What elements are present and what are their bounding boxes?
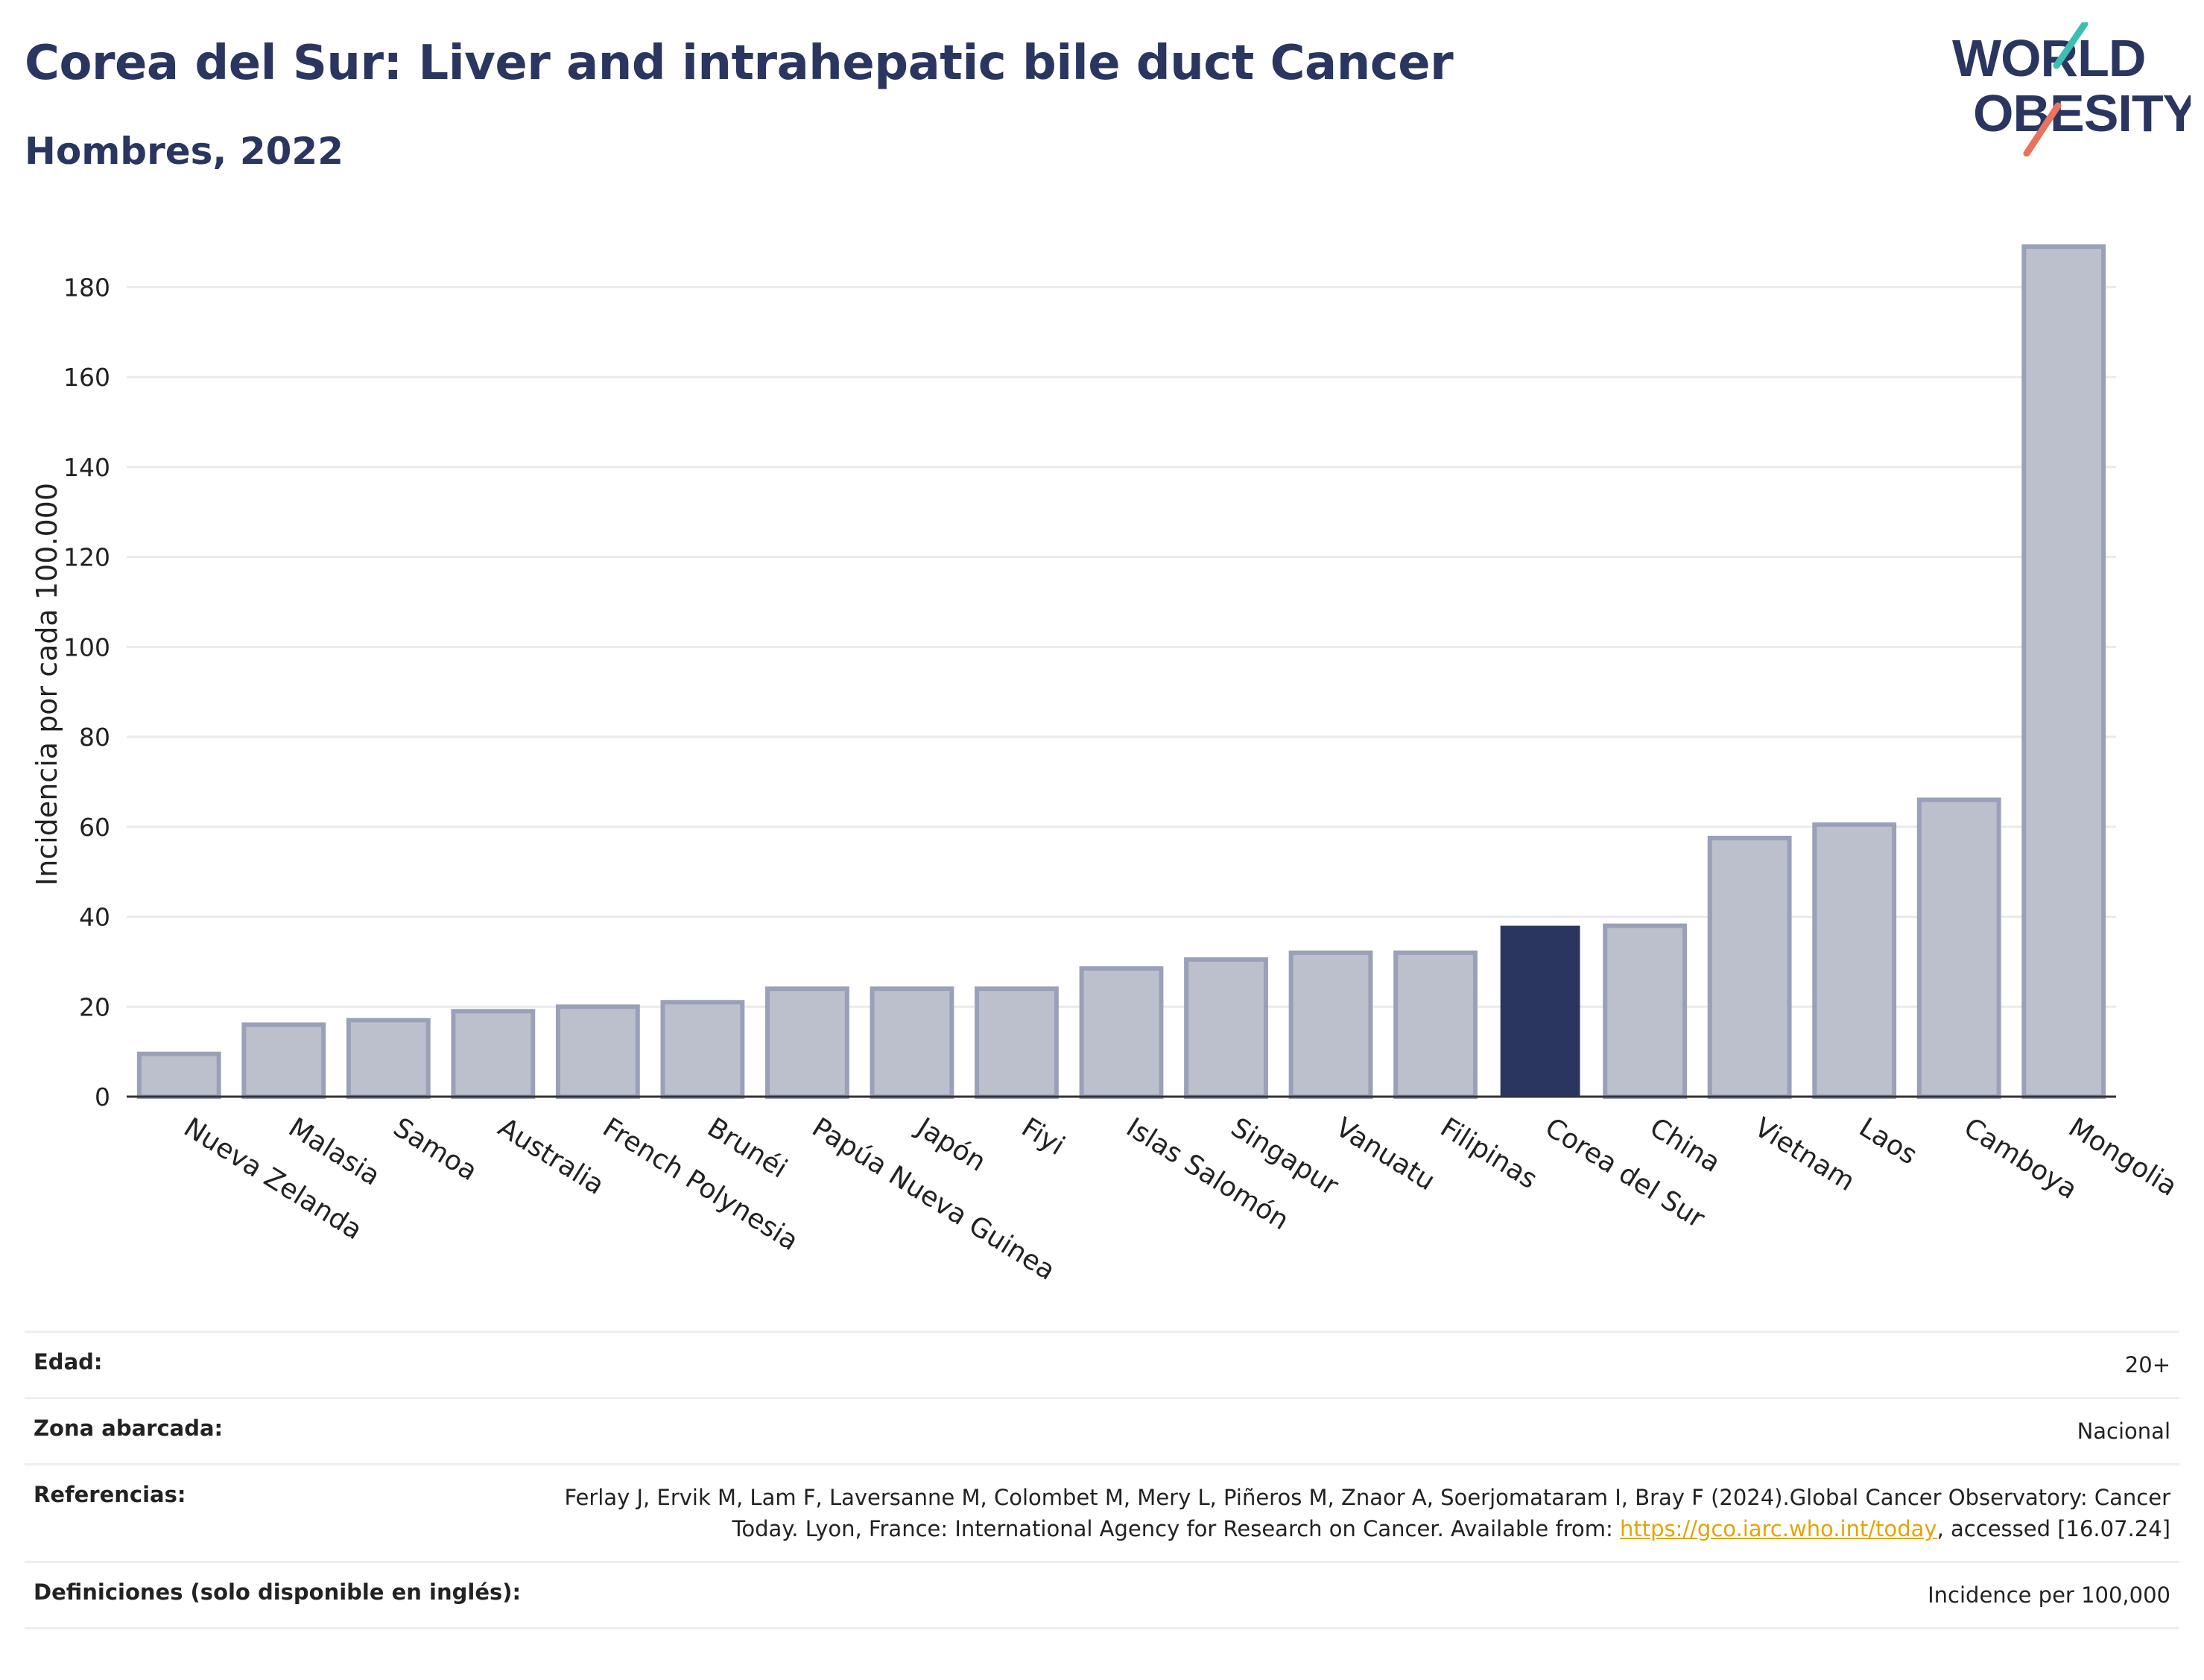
x-tick-label: Vanuatu — [1330, 1112, 1440, 1196]
y-tick-label: 180 — [63, 273, 110, 302]
bar-australia — [451, 1009, 536, 1100]
bars — [136, 244, 2106, 1100]
bar-mongolia — [2021, 244, 2106, 1099]
x-tick-label: Samoa — [388, 1112, 483, 1188]
bar-japón — [870, 986, 954, 1100]
reference-link[interactable]: https://gco.iarc.who.int/today — [1619, 1516, 1937, 1541]
reference-accessed: , accessed [16.07.24] — [1937, 1516, 2170, 1541]
bar-china — [1603, 923, 1688, 1099]
bar-camboya — [1916, 797, 2001, 1099]
bar-fiyi — [975, 986, 1059, 1100]
meta-row-age: Edad: 20+ — [25, 1331, 2179, 1399]
y-tick-label: 120 — [63, 543, 110, 572]
logo-word-2: OBESITY — [1973, 84, 2191, 142]
bar-islas-salomón — [1079, 966, 1164, 1099]
meta-value-age: 20+ — [530, 1331, 2179, 1399]
bar-filipinas — [1393, 950, 1478, 1099]
meta-value-zone: Nacional — [530, 1397, 2179, 1465]
x-tick-label: Australia — [493, 1112, 609, 1201]
y-tick-label: 80 — [79, 723, 110, 752]
meta-label-age: Edad: — [25, 1331, 531, 1399]
bar-samoa — [346, 1018, 431, 1099]
meta-row-references: Referencias: Ferlay J, Ervik M, Lam F, L… — [25, 1463, 2179, 1563]
meta-label-zone: Zona abarcada: — [25, 1397, 531, 1465]
gridlines — [127, 285, 2116, 1008]
x-tick-label: Brunéi — [702, 1112, 792, 1185]
x-tick-label: Filipinas — [1435, 1112, 1542, 1195]
logo-slash-coral — [2023, 102, 2062, 156]
x-tick-label: Vietnam — [1749, 1112, 1860, 1197]
x-tick-label: Nueva Zelanda — [178, 1112, 367, 1246]
y-axis-ticks: 0 20 40 60 80 100 120 140 160 180 — [63, 273, 110, 1112]
logo-slash-teal — [2053, 22, 2089, 69]
metadata-table: Edad: 20+ Zona abarcada: Nacional Refere… — [25, 1331, 2179, 1629]
bar-brunéi — [660, 1000, 745, 1099]
x-tick-label: Laos — [1854, 1112, 1922, 1171]
y-tick-label: 0 — [95, 1083, 110, 1112]
y-tick-label: 140 — [63, 453, 110, 482]
meta-value-references: Ferlay J, Ervik M, Lam F, Laversanne M, … — [530, 1463, 2179, 1563]
bar-vietnam — [1707, 835, 1792, 1099]
x-tick-label: Japón — [910, 1112, 991, 1178]
chart-title: Corea del Sur: Liver and intrahepatic bi… — [25, 36, 1454, 91]
y-tick-label: 20 — [79, 992, 110, 1021]
bar-papúa-nueva-guinea — [765, 986, 849, 1100]
meta-row-definitions: Definiciones (solo disponible en inglés)… — [25, 1561, 2179, 1629]
x-tick-label: Fiyi — [1016, 1112, 1070, 1161]
world-obesity-logo: WORLD OBESITY — [1952, 22, 2191, 156]
bar-vanuatu — [1288, 950, 1373, 1099]
x-tick-label: Mongolia — [2063, 1112, 2182, 1202]
logo-word-1: WORLD — [1952, 29, 2145, 87]
x-tick-label: French Polynesia — [598, 1112, 804, 1257]
bar-nueva-zelanda — [136, 1051, 221, 1100]
bar-laos — [1812, 822, 1897, 1099]
y-tick-label: 100 — [63, 633, 110, 662]
bar-corea-del-sur — [1500, 925, 1580, 1097]
bar-chart: 0 20 40 60 80 100 120 140 160 180 Nueva ZelandaMa… — [31, 244, 2182, 1287]
bar-malasia — [241, 1022, 326, 1099]
meta-value-definitions: Incidence per 100,000 — [530, 1561, 2179, 1629]
x-tick-label: China — [1644, 1112, 1726, 1179]
chart-subtitle: Hombres, 2022 — [25, 130, 343, 173]
y-tick-label: 60 — [79, 813, 110, 842]
bar-singapur — [1184, 957, 1268, 1100]
bar-french-polynesia — [555, 1004, 640, 1100]
meta-label-references: Referencias: — [25, 1463, 531, 1563]
y-axis-title: Incidencia por cada 100.000 — [31, 483, 63, 886]
y-tick-label: 160 — [63, 363, 110, 392]
meta-label-definitions: Definiciones (solo disponible en inglés)… — [25, 1561, 531, 1629]
y-tick-label: 40 — [79, 903, 110, 932]
meta-row-zone: Zona abarcada: Nacional — [25, 1397, 2179, 1465]
x-tick-label: Camboya — [1958, 1112, 2082, 1205]
reference-text: Ferlay J, Ervik M, Lam F, Laversanne M, … — [564, 1485, 2170, 1541]
